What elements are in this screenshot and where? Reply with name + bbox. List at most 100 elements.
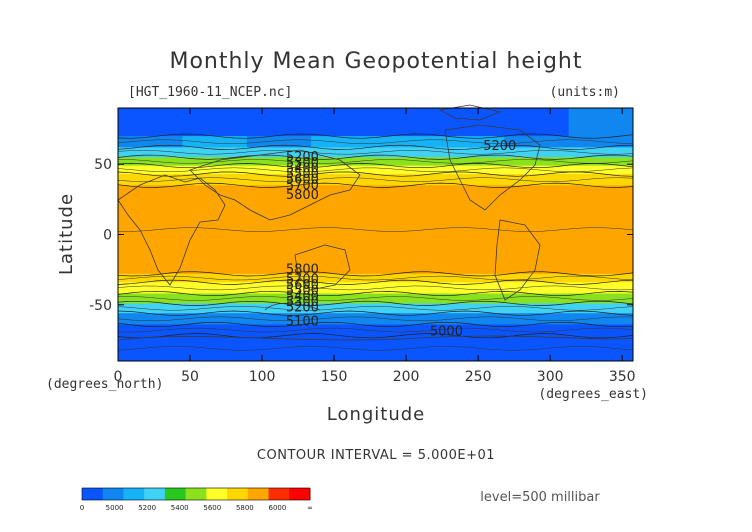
contour-line (117, 290, 634, 297)
contour-line (117, 133, 634, 139)
contour-label: 5500 (286, 284, 319, 299)
contour-line (117, 306, 634, 311)
x-tick-label: 100 (249, 369, 276, 385)
plot-area: 5200530054005500560057005800520058005700… (117, 104, 634, 362)
heat-cell (182, 136, 248, 148)
heat-cell (375, 174, 441, 186)
x-unit-label: (degrees_east) (538, 387, 648, 402)
contour-label: 5500 (286, 167, 319, 182)
heat-cell (118, 303, 183, 314)
contour-line (117, 285, 634, 291)
heat-cell (375, 147, 441, 158)
heat-cell (246, 282, 312, 295)
x-tick-label: 300 (537, 369, 564, 385)
heat-cell (246, 185, 312, 275)
contour-line (117, 177, 634, 182)
contour-label: 5100 (286, 315, 319, 330)
colorbar-tick-label: 5000 (106, 504, 124, 512)
y-tick-label: 50 (94, 157, 112, 173)
heat-cell (311, 324, 376, 337)
heat-cell (375, 293, 441, 304)
heat-cell (311, 303, 376, 314)
contour-label: 5400 (286, 289, 319, 304)
level-label: level=500 millibar (480, 490, 600, 505)
heat-cell (439, 293, 505, 304)
contour-label: 5300 (286, 156, 319, 171)
heat-cell (375, 136, 441, 148)
heat-cell (568, 293, 634, 304)
chart-title: Monthly Mean Geopotential height (169, 49, 582, 74)
contour-label: 5600 (286, 173, 319, 188)
heat-cell (375, 303, 441, 314)
x-axis: 0 50 100 150 200 250 300 350 (114, 108, 636, 385)
heat-cell (246, 335, 312, 362)
heat-cell (311, 174, 376, 186)
colorbar-swatch (123, 488, 145, 500)
contour-label: 5000 (430, 324, 463, 339)
heat-cell (504, 313, 570, 325)
heat-cell (118, 174, 183, 186)
heat-cell (182, 165, 248, 175)
contour-line (117, 159, 634, 164)
contour-line (117, 327, 634, 333)
heat-cell (118, 335, 183, 362)
colorbar-labels: 0 5000 5200 5400 5600 5800 6000 ∞ (80, 504, 313, 512)
heat-cell (118, 147, 183, 158)
heat-cell (118, 165, 183, 175)
colorbar-swatch (82, 488, 104, 500)
colorbar-swatch (144, 488, 166, 500)
heat-cell (568, 313, 634, 325)
heat-cell (182, 147, 248, 158)
colorbar-tick-label: 5200 (138, 504, 156, 512)
heat-cell (375, 108, 441, 137)
heat-cell (504, 147, 570, 158)
colorbar-tick-label: 5800 (236, 504, 254, 512)
heat-cell (568, 136, 634, 148)
contour-line (117, 271, 634, 277)
contour-label: 5200 (483, 139, 516, 154)
heat-cell (182, 282, 248, 295)
x-tick-label: 250 (465, 369, 492, 385)
contour-label: 5800 (286, 188, 319, 203)
units-label: (units:m) (550, 85, 620, 100)
heat-cell (504, 165, 570, 175)
heat-cell (439, 335, 505, 362)
contour-line (117, 333, 634, 339)
contour-line (117, 144, 634, 150)
heat-cell (504, 303, 570, 314)
heat-cell (118, 282, 183, 295)
contour-line (117, 322, 634, 328)
heat-cell (504, 174, 570, 186)
heat-cell (246, 293, 312, 304)
contour-label: 5600 (286, 278, 319, 293)
heat-cell (504, 157, 570, 167)
heat-cell (439, 174, 505, 186)
heat-cell (439, 165, 505, 175)
heat-cell (311, 282, 376, 295)
heat-cell (182, 273, 248, 283)
heat-cell (439, 313, 505, 325)
contour-line (117, 316, 634, 322)
contour-line (117, 154, 634, 160)
heat-cell (311, 165, 376, 175)
x-axis-label: Longitude (327, 404, 426, 425)
colorbar-swatch (206, 488, 228, 500)
colorbar-tick-label: 5400 (171, 504, 189, 512)
colorbar-swatch (164, 488, 187, 500)
heat-cell (246, 313, 312, 325)
x-tick-label: 350 (609, 369, 636, 385)
heat-cell (439, 147, 505, 158)
colorbar-frame (81, 487, 311, 501)
heat-cell (375, 282, 441, 295)
y-axis: 50 0 -50 (89, 157, 633, 314)
colorbar-swatch (185, 488, 207, 500)
contour-interval-label: CONTOUR INTERVAL = 5.000E+01 (257, 448, 495, 463)
heat-cell (375, 273, 441, 283)
colorbar-swatch (227, 488, 249, 500)
contour-line (117, 279, 634, 285)
heat-cell (504, 335, 570, 362)
contour-label: 5300 (286, 295, 319, 310)
contour-line (117, 171, 634, 177)
heat-cell (375, 313, 441, 325)
heat-cell (375, 185, 441, 275)
